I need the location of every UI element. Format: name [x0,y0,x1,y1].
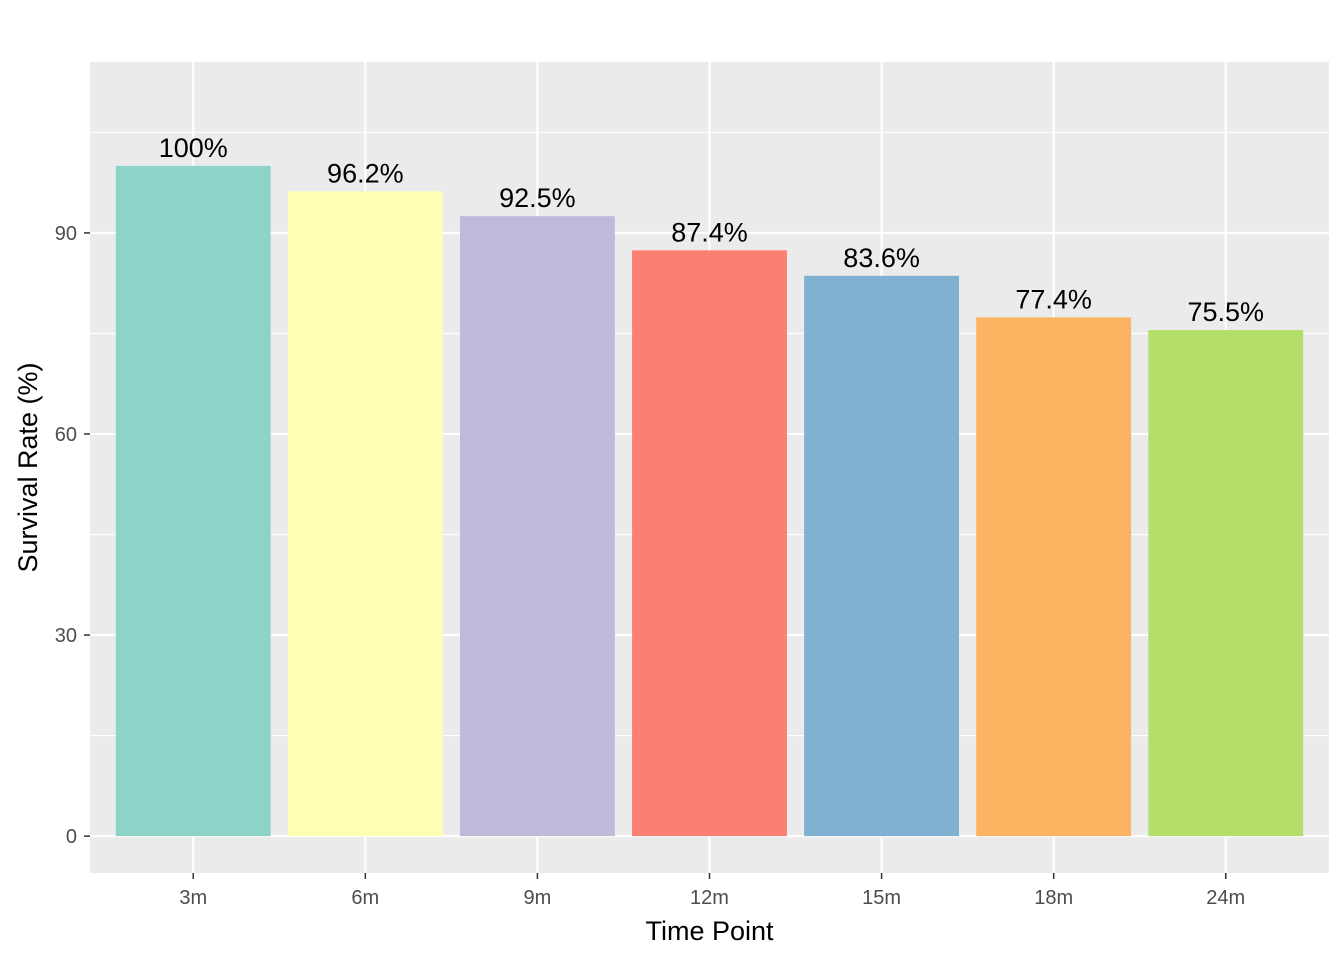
bar-9m [459,216,615,837]
x-tick-label-3m: 3m [179,887,207,909]
bar-15m [804,275,960,837]
x-axis: 3m 6m 9m 12m 15m 18m 24m [179,873,1245,909]
bar-18m [976,317,1132,837]
data-label-6m: 96.2% [327,158,404,188]
data-label-24m: 75.5% [1187,297,1264,327]
data-label-15m: 83.6% [843,243,920,273]
y-tick-label: 90 [55,223,77,245]
data-label-3m: 100% [159,133,228,163]
y-tick-label: 60 [55,424,77,446]
bar-3m [115,165,271,837]
data-labels: 100% 96.2% 92.5% 87.4% 83.6% 77.4% 75.5% [159,133,1264,327]
bar-6m [287,191,443,837]
data-label-12m: 87.4% [671,217,748,247]
bar-24m [1148,330,1304,837]
x-axis-title: Time Point [645,916,774,946]
y-axis: 0 30 60 90 [55,223,90,848]
data-label-9m: 92.5% [499,183,576,213]
x-tick-label-9m: 9m [524,887,552,909]
x-tick-label-15m: 15m [862,887,901,909]
x-tick-label-12m: 12m [690,887,729,909]
y-tick-label: 30 [55,625,77,647]
data-label-18m: 77.4% [1015,284,1092,314]
y-tick-label: 0 [66,826,77,848]
bars [115,165,1304,837]
bar-12m [632,250,787,837]
x-tick-label-24m: 24m [1206,887,1245,909]
x-tick-label-18m: 18m [1034,887,1073,909]
x-tick-label-6m: 6m [351,887,379,909]
y-axis-title: Survival Rate (%) [13,362,43,572]
